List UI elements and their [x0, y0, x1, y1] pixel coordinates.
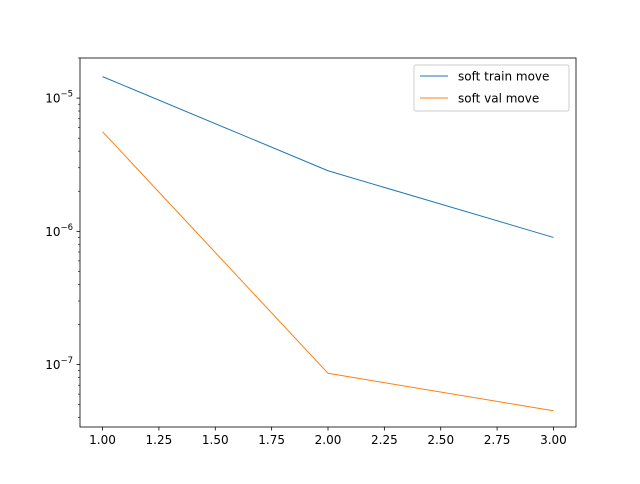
y-tick-exponent: −5 [60, 90, 73, 100]
x-tick-label: 1.50 [202, 433, 229, 447]
x-tick-label: 1.00 [89, 433, 116, 447]
x-tick-label: 2.00 [315, 433, 342, 447]
x-tick-label: 3.00 [540, 433, 567, 447]
y-tick-label: 10−5 [45, 90, 73, 106]
y-tick-base: 10 [45, 358, 60, 372]
series-layer [102, 76, 554, 412]
x-tick-label: 2.75 [484, 433, 511, 447]
axes-frame [79, 57, 577, 428]
series-line-train [102, 76, 554, 238]
y-tick-exponent: −6 [60, 223, 73, 233]
x-axis-ticks: 1.00 1.25 1.50 1.75 2.00 2.25 2.50 2.75 3.00 [89, 427, 567, 447]
y-tick-label: 10−6 [45, 223, 73, 239]
legend-label: soft train move [458, 70, 549, 84]
y-tick-base: 10 [45, 225, 60, 239]
x-tick-label: 2.50 [427, 433, 454, 447]
y-axis-ticks: 10−510−610−7 [45, 90, 80, 372]
legend: soft train move soft val move [413, 64, 570, 112]
legend-label: soft val move [458, 92, 539, 106]
y-tick-base: 10 [45, 92, 60, 106]
x-tick-label: 1.25 [146, 433, 173, 447]
series-line-val [102, 131, 554, 412]
legend-box [413, 64, 570, 112]
x-tick-label: 2.25 [371, 433, 398, 447]
y-tick-label: 10−7 [45, 356, 73, 372]
y-tick-exponent: −7 [60, 356, 73, 366]
x-tick-label: 1.75 [258, 433, 285, 447]
